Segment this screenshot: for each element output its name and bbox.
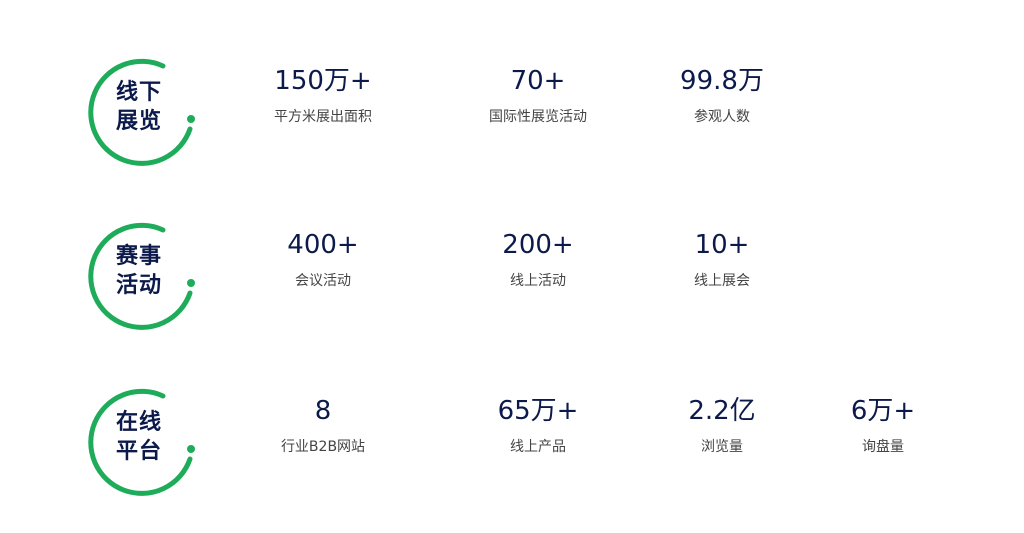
stat-value: 2.2亿 [688,396,756,426]
stats-row: 线下展览 150万+ 平方米展出面积 70+ 国际性展览活动 99.8万参观人数 [0,58,1024,184]
stat-label: 询盘量 [862,439,904,455]
title-line-1: 赛事 [116,244,163,269]
stat-value: 8 [314,396,332,426]
stat-item: 150万+ 平方米展出面积 [243,64,403,126]
stat-item: 65万+ 线上产品 [458,394,618,456]
section-title: 赛事 活动 [116,242,172,300]
stat-item: 10+ 线上展会 [642,228,802,290]
stat-item: 400+ 会议活动 [243,228,403,290]
stat-label: 线上展会 [694,273,750,289]
section-badge: 赛事 活动 [86,220,198,332]
stats-row: 在线平台 8 行业B2B网站 65万+ 线上产品 2.2亿浏览量 6万+ 询盘量 [0,388,1024,514]
section-badge: 线下 展览 [86,56,198,168]
stat-label: 参观人数 [694,109,750,125]
stat-label: 线上活动 [510,273,566,289]
stats-row: 赛事活动 400+ 会议活动 200+ 线上活动 10+ 线上展会 [0,222,1024,348]
title-line-2: 展览 [116,109,163,134]
stat-item: 70+ 国际性展览活动 [458,64,618,126]
stat-value: 400+ [287,230,359,260]
stat-value: 10+ [694,230,750,260]
title-line-2: 平台 [116,439,163,464]
stat-label: 平方米展出面积 [274,109,372,125]
section-badge: 在线 平台 [86,386,198,498]
stat-item: 200+ 线上活动 [458,228,618,290]
progress-ring-icon [88,58,195,166]
section-title: 在线 平台 [116,408,172,466]
stat-value: 65万+ [497,396,579,426]
stat-value: 150万+ [274,66,372,96]
stat-item: 8 行业B2B网站 [243,394,403,456]
stat-label: 线上产品 [510,439,566,455]
progress-ring-icon [88,388,195,496]
stat-value: 200+ [502,230,574,260]
stat-value: 70+ [510,66,566,96]
stat-item: 99.8万参观人数 [642,64,802,126]
stat-label: 国际性展览活动 [489,109,587,125]
stat-item: 2.2亿浏览量 [642,394,802,456]
section-title: 线下 展览 [116,78,172,136]
stat-label: 浏览量 [701,439,743,455]
title-line-1: 线下 [116,80,163,105]
stat-value: 6万+ [850,396,916,426]
stat-value: 99.8万 [680,66,764,96]
title-line-1: 在线 [116,410,163,435]
stat-label: 行业B2B网站 [280,439,366,455]
stat-label: 会议活动 [295,273,351,289]
stat-item: 6万+ 询盘量 [803,394,963,456]
progress-ring-icon [88,222,195,330]
title-line-2: 活动 [116,273,163,298]
